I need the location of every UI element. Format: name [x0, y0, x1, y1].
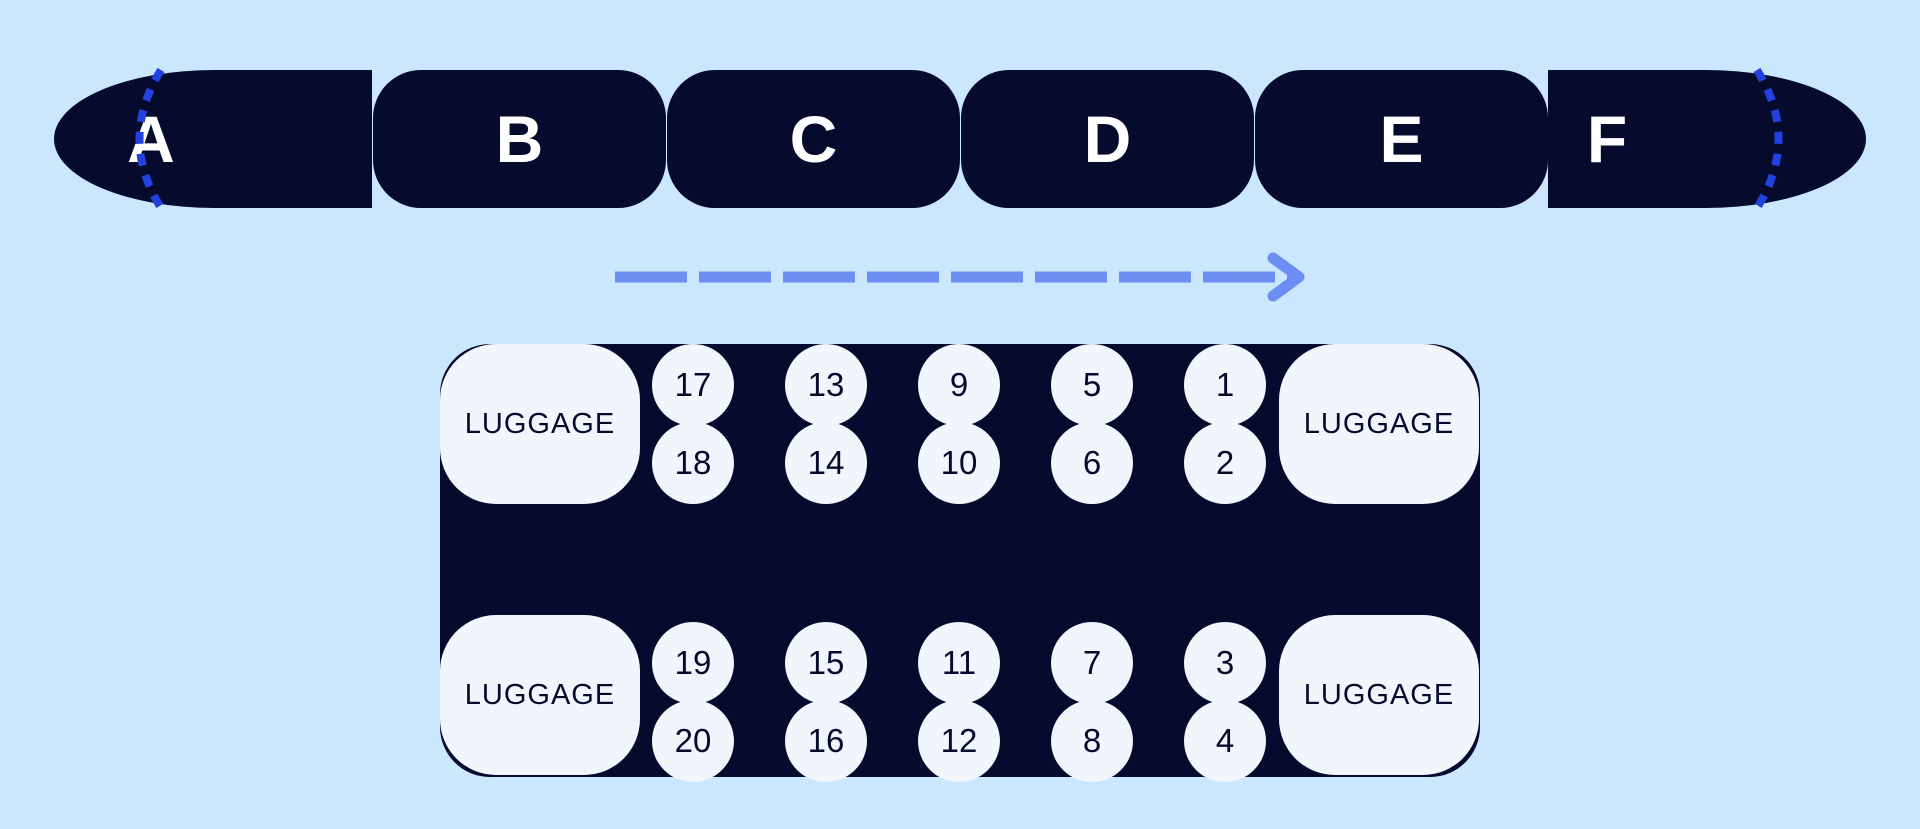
car-label-d: D [1083, 102, 1132, 176]
car-f: F [1548, 70, 1866, 208]
seat[interactable]: 3 [1184, 622, 1266, 704]
car-label-b: B [495, 102, 544, 176]
seat-number: 1 [1215, 366, 1235, 403]
front-nose-boundary [135, 67, 165, 211]
seat-number: 3 [1215, 644, 1235, 681]
seat[interactable]: 13 [785, 344, 867, 426]
seat-number: 9 [949, 366, 969, 403]
seat[interactable]: 19 [652, 622, 734, 704]
seat-number: 19 [674, 644, 712, 681]
seat[interactable]: 4 [1184, 700, 1266, 782]
seat[interactable]: 2 [1184, 422, 1266, 504]
direction-arrow-head-icon [1267, 252, 1305, 302]
seat[interactable]: 18 [652, 422, 734, 504]
luggage-area-top-right: LUGGAGE [1279, 344, 1479, 504]
seat-number: 7 [1082, 644, 1102, 681]
seat[interactable]: 17 [652, 344, 734, 426]
seat[interactable]: 5 [1051, 344, 1133, 426]
car-label-c: C [789, 102, 838, 176]
seat-number: 5 [1082, 366, 1102, 403]
luggage-area-bottom-left: LUGGAGE [440, 615, 640, 775]
seat[interactable]: 11 [918, 622, 1000, 704]
luggage-area-top-left: LUGGAGE [440, 344, 640, 504]
train-nose-markers [135, 67, 1783, 211]
seat-number: 15 [807, 644, 845, 681]
car-label-f: F [1586, 102, 1628, 176]
seat[interactable]: 6 [1051, 422, 1133, 504]
seat[interactable]: 15 [785, 622, 867, 704]
seat-number: 10 [940, 444, 978, 481]
seat[interactable]: 9 [918, 344, 1000, 426]
luggage-label: LUGGAGE [464, 407, 616, 440]
seat-map: LUGGAGE LUGGAGE LUGGAGE LUGGAGE 17 18 19… [440, 344, 1480, 782]
luggage-label: LUGGAGE [464, 678, 616, 711]
luggage-label: LUGGAGE [1303, 407, 1455, 440]
seat-number: 18 [674, 444, 712, 481]
seat[interactable]: 12 [918, 700, 1000, 782]
rear-nose-boundary [1753, 67, 1783, 211]
seat[interactable]: 7 [1051, 622, 1133, 704]
car-label-a: A [127, 102, 175, 176]
seat[interactable]: 10 [918, 422, 1000, 504]
seat-number: 12 [940, 722, 978, 759]
car-e: E [1255, 70, 1548, 208]
seat-number: 16 [807, 722, 845, 759]
seat-number: 17 [674, 366, 712, 403]
seat-number: 14 [807, 444, 845, 481]
seat[interactable]: 1 [1184, 344, 1266, 426]
seat-number: 20 [674, 722, 712, 759]
seat-number: 13 [807, 366, 845, 403]
seat-number: 11 [941, 644, 977, 681]
car-a: A [54, 70, 372, 208]
car-c: C [667, 70, 960, 208]
seat-number: 2 [1215, 444, 1235, 481]
seat-number: 6 [1082, 444, 1102, 481]
seat-number: 4 [1215, 722, 1235, 759]
luggage-label: LUGGAGE [1303, 678, 1455, 711]
seat[interactable]: 20 [652, 700, 734, 782]
car-label-e: E [1379, 102, 1424, 176]
car-d: D [961, 70, 1254, 208]
seat[interactable]: 8 [1051, 700, 1133, 782]
train: A B C D E F [0, 0, 1920, 260]
luggage-area-bottom-right: LUGGAGE [1279, 615, 1479, 775]
car-b: B [373, 70, 666, 208]
seat[interactable]: 14 [785, 422, 867, 504]
seat-number: 8 [1082, 722, 1102, 759]
seat[interactable]: 16 [785, 700, 867, 782]
